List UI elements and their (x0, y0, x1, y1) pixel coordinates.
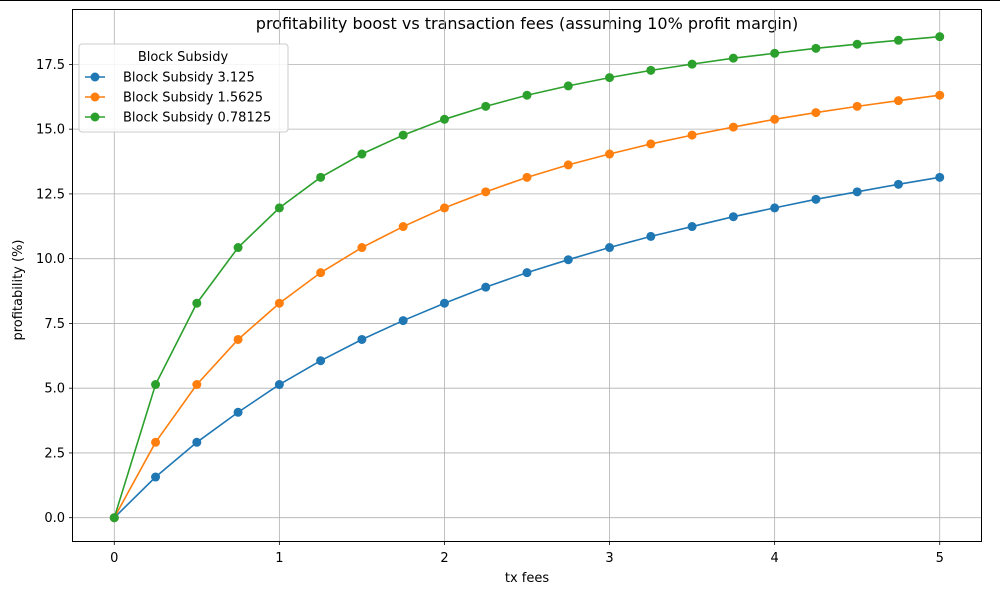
y-tick-label: 15.0 (36, 123, 65, 138)
series-lines (109, 32, 945, 523)
x-axis-label: tx fees (505, 571, 549, 586)
data-point (935, 90, 945, 100)
legend-marker (90, 92, 100, 102)
series-3 (109, 32, 945, 523)
data-point (935, 32, 945, 42)
data-point (770, 203, 780, 213)
data-point (357, 334, 367, 344)
data-point (274, 298, 284, 308)
data-point (192, 298, 202, 308)
data-point (522, 268, 532, 278)
x-tick-label: 2 (440, 551, 448, 566)
x-tick-label: 0 (110, 551, 118, 566)
data-point (357, 243, 367, 253)
series-2 (109, 90, 945, 523)
y-tick-label: 7.5 (44, 317, 65, 332)
data-point (563, 255, 573, 265)
data-point (151, 472, 161, 482)
data-point (192, 380, 202, 390)
data-point (605, 149, 615, 159)
data-point (935, 172, 945, 182)
y-tick-label: 12.5 (36, 187, 65, 202)
y-tick-label: 17.5 (36, 58, 65, 73)
data-point (398, 316, 408, 326)
chart-title: profitability boost vs transaction fees … (256, 14, 798, 33)
data-point (522, 90, 532, 100)
data-point (893, 35, 903, 45)
data-point (811, 108, 821, 118)
data-point (770, 48, 780, 58)
data-point (233, 334, 243, 344)
data-point (770, 114, 780, 124)
data-point (687, 59, 697, 69)
data-point (605, 73, 615, 83)
data-point (233, 407, 243, 417)
data-point (811, 43, 821, 53)
y-tick-label: 5.0 (44, 382, 65, 397)
data-point (109, 513, 119, 523)
data-point (728, 212, 738, 222)
y-axis-label: profitability (%) (11, 239, 26, 340)
data-point (563, 81, 573, 91)
data-point (274, 203, 284, 213)
data-point (522, 172, 532, 182)
data-point (852, 39, 862, 49)
data-point (316, 172, 326, 182)
data-point (151, 380, 161, 390)
data-point (852, 101, 862, 111)
data-point (357, 149, 367, 159)
legend: Block Subsidy Block Subsidy 3.125 Block S… (78, 43, 289, 133)
y-tick-label: 2.5 (44, 446, 65, 461)
data-point (893, 96, 903, 106)
data-point (728, 53, 738, 63)
legend-marker (90, 112, 100, 122)
data-point (605, 243, 615, 253)
data-point (398, 222, 408, 232)
legend-label: Block Subsidy 0.78125 (123, 111, 271, 126)
data-point (316, 356, 326, 366)
data-point (398, 130, 408, 140)
data-point (151, 437, 161, 447)
series-1 (109, 172, 945, 523)
data-point (563, 160, 573, 170)
data-point (192, 437, 202, 447)
x-tick-label: 5 (936, 551, 944, 566)
data-point (439, 298, 449, 308)
top-border (0, 0, 1000, 1)
y-axis-ticks: 0.0 2.5 5.0 7.5 10.0 12.5 15.0 17.5 (36, 58, 73, 526)
x-tick-label: 3 (605, 551, 613, 566)
legend-box (78, 43, 289, 133)
data-point (852, 187, 862, 197)
x-tick-label: 1 (275, 551, 283, 566)
y-tick-label: 0.0 (44, 511, 65, 526)
legend-label: Block Subsidy 3.125 (123, 71, 255, 86)
legend-marker (90, 72, 100, 82)
x-axis-ticks: 0 1 2 3 4 5 (110, 541, 944, 566)
data-point (274, 380, 284, 390)
data-point (481, 187, 491, 197)
data-point (646, 65, 656, 75)
y-tick-label: 10.0 (36, 252, 65, 267)
data-point (646, 231, 656, 241)
legend-title: Block Subsidy (138, 50, 229, 65)
data-point (811, 194, 821, 204)
data-point (893, 179, 903, 189)
data-point (316, 268, 326, 278)
legend-label: Block Subsidy 1.5625 (123, 91, 263, 106)
data-point (728, 122, 738, 132)
data-point (687, 130, 697, 140)
data-point (439, 203, 449, 213)
data-point (439, 114, 449, 124)
data-point (687, 222, 697, 232)
x-tick-label: 4 (770, 551, 778, 566)
data-point (481, 101, 491, 111)
series-line (113, 176, 940, 519)
data-point (233, 243, 243, 253)
data-point (481, 282, 491, 292)
plot-frame (72, 9, 982, 542)
series-line (113, 94, 940, 519)
data-point (646, 139, 656, 149)
